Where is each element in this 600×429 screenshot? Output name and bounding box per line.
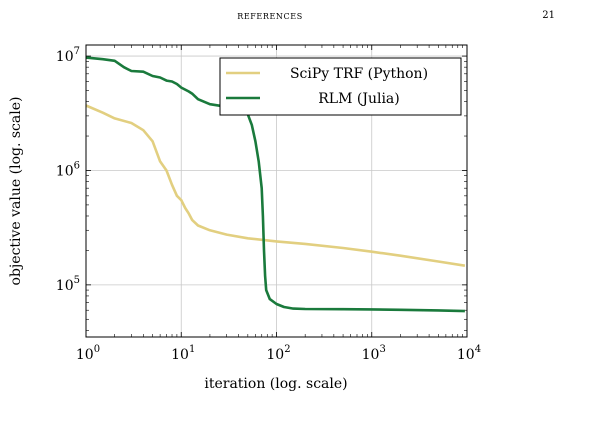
y-axis-label: objective value (log. scale) (8, 97, 24, 286)
legend: SciPy TRF (Python) RLM (Julia) (219, 57, 462, 116)
running-head-title: REFERENCES (237, 12, 303, 21)
y-tick-label: 107 (56, 46, 80, 65)
y-tick-label: 105 (56, 275, 80, 294)
y-tick-label: 106 (56, 160, 80, 179)
plot-frame (85, 44, 468, 338)
x-tick-label: 103 (362, 344, 386, 363)
x-axis-label: iteration (log. scale) (204, 376, 347, 392)
x-tick-labels: 100 101 102 103 104 (76, 344, 481, 363)
page-number: 21 (542, 10, 555, 21)
x-tick-label: 100 (76, 344, 100, 363)
legend-label-1: RLM (Julia) (318, 91, 399, 107)
series-line-0 (85, 104, 466, 267)
y-tick-labels: 105 106 107 (56, 46, 80, 294)
legend-label-0: SciPy TRF (Python) (290, 66, 428, 82)
x-tick-label: 101 (171, 344, 195, 363)
x-tick-label: 102 (266, 344, 290, 363)
x-tick-label: 104 (457, 344, 481, 363)
running-head: REFERENCES 21 (0, 0, 600, 30)
legend-box (219, 57, 462, 116)
